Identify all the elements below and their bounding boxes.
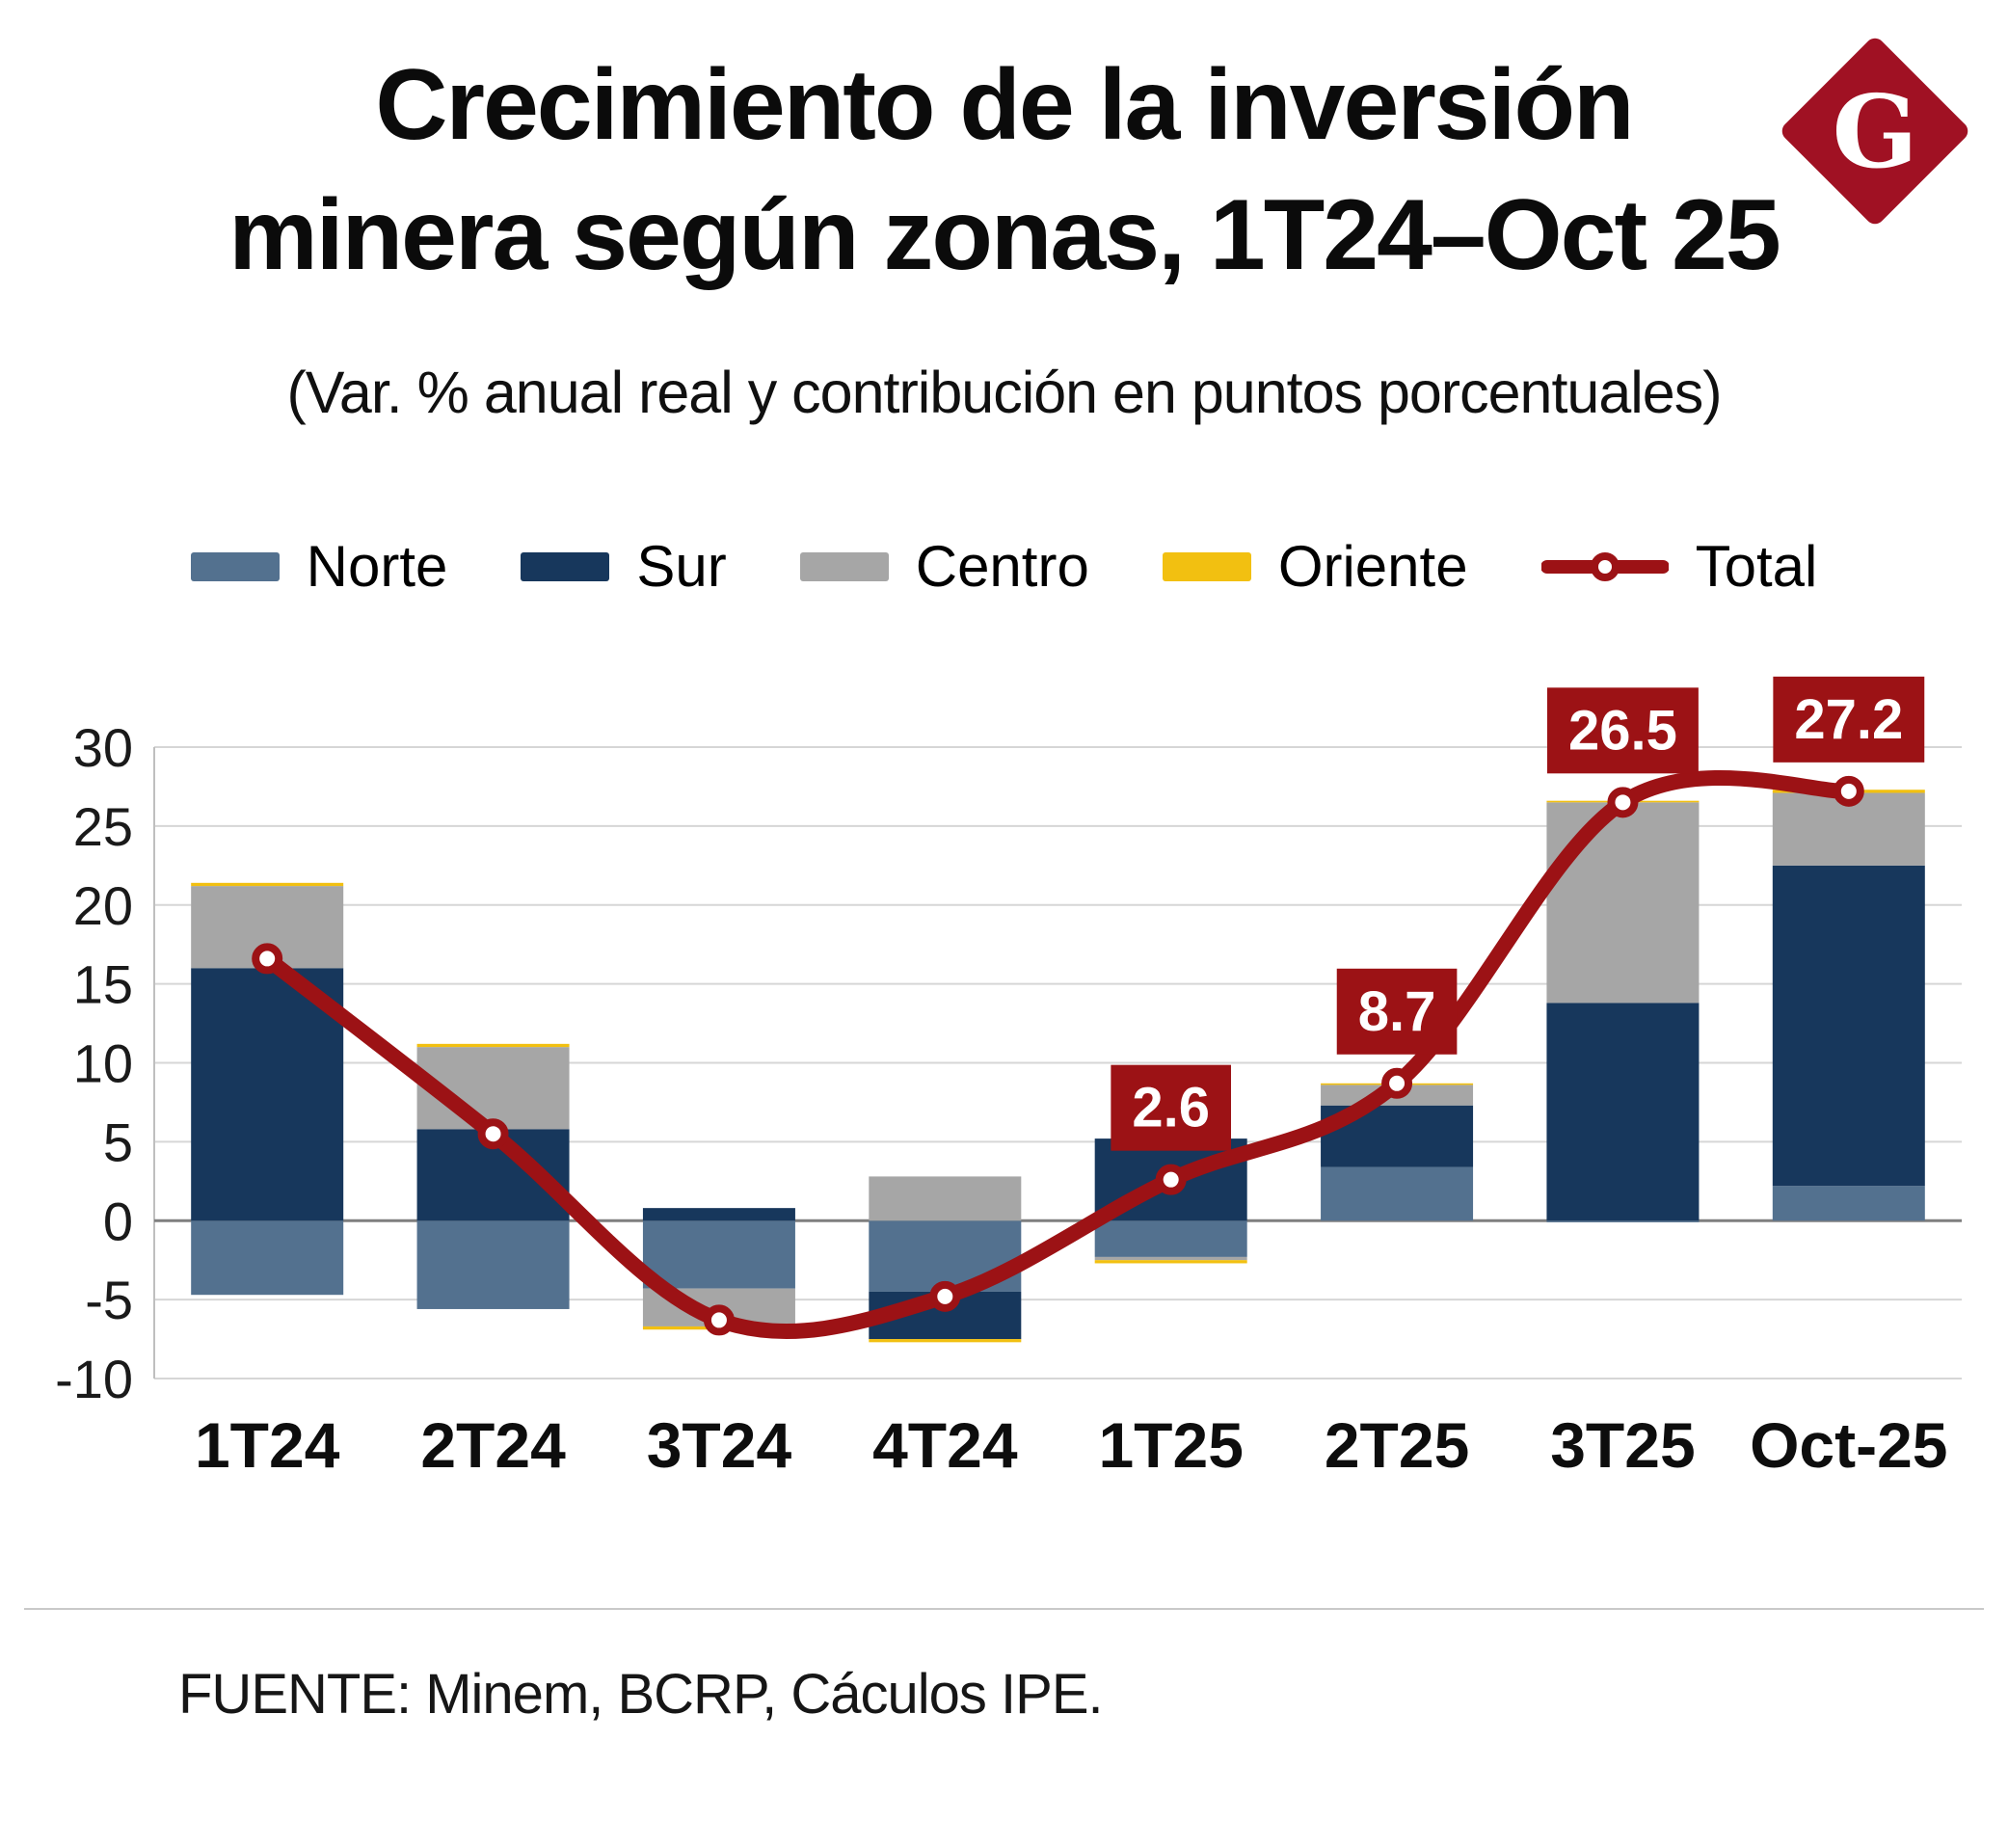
- legend-swatch-total: [1540, 551, 1669, 581]
- total-point-label-Oct-25: 27.2: [1794, 688, 1903, 751]
- x-axis-label-Oct-25: Oct-25: [1750, 1409, 1947, 1481]
- legend-swatch-oriente: [1162, 551, 1251, 581]
- bar-segment-sur-3T25: [1546, 1003, 1700, 1221]
- legend-swatch-sur: [521, 551, 610, 581]
- page-title: Crecimiento de la inversión minera según…: [0, 40, 2008, 301]
- legend-item-total: Total: [1540, 533, 1818, 600]
- y-tick-label-15: 15: [73, 954, 133, 1015]
- bar-segment-norte-2T24: [416, 1220, 570, 1309]
- legend-item-norte: Norte: [190, 533, 448, 600]
- chart-legend: Norte Sur Centro Oriente Total: [0, 533, 2008, 600]
- title-line-2: minera según zonas, 1T24–Oct 25: [228, 179, 1780, 292]
- bar-segment-centro-3T25: [1546, 802, 1700, 1004]
- y-tick-label-20: 20: [73, 875, 133, 936]
- legend-item-sur: Sur: [521, 533, 727, 600]
- legend-label-norte: Norte: [306, 534, 448, 599]
- total-point-label-box-2T25: [1336, 968, 1458, 1055]
- total-marker-2T25: [1381, 1067, 1413, 1099]
- bar-segment-oriente-1T24: [191, 882, 344, 887]
- bar-segment-centro-4T24: [869, 1176, 1022, 1221]
- source-note: FUENTE: Minem, BCRP, Cáculos IPE.: [178, 1663, 1104, 1726]
- x-axis-label-2T24: 2T24: [420, 1409, 566, 1481]
- brand-logo: G: [1777, 33, 1973, 229]
- y-tick-label--5: -5: [85, 1270, 133, 1330]
- chart-area: 30 25 20 15 10 5 0 -5 -10 2.6 8.7 26.5 27.2 1T24 2T24 3…: [0, 636, 2008, 1504]
- footer-divider: [24, 1608, 1984, 1610]
- bar-segment-norte-Oct-25: [1772, 1186, 1925, 1221]
- legend-label-oriente: Oriente: [1277, 534, 1468, 599]
- legend-item-centro: Centro: [799, 533, 1089, 600]
- total-marker-3T24: [703, 1304, 735, 1336]
- bar-segment-oriente-4T24: [869, 1339, 1022, 1343]
- legend-label-centro: Centro: [915, 534, 1089, 599]
- bar-segment-oriente-2T24: [416, 1043, 570, 1048]
- x-axis-label-3T24: 3T24: [647, 1409, 792, 1481]
- chart-svg: 30 25 20 15 10 5 0 -5 -10 2.6 8.7 26.5 27.2 1T24 2T24 3…: [55, 676, 1962, 1481]
- total-point-label-box-1T25: [1111, 1064, 1232, 1151]
- y-tick-label-10: 10: [73, 1033, 133, 1094]
- total-marker-Oct-25: [1833, 775, 1864, 807]
- y-tick-label-25: 25: [73, 796, 133, 857]
- legend-item-oriente: Oriente: [1162, 533, 1468, 600]
- x-axis-label-1T24: 1T24: [195, 1409, 340, 1481]
- total-marker-1T24: [252, 943, 283, 975]
- total-point-label-2T25: 8.7: [1358, 980, 1436, 1043]
- legend-label-sur: Sur: [636, 534, 727, 599]
- total-marker-4T24: [929, 1280, 961, 1312]
- bar-segment-sur-3T24: [642, 1208, 795, 1221]
- total-point-label-3T25: 26.5: [1568, 699, 1677, 762]
- title-line-1: Crecimiento de la inversión: [375, 49, 1634, 161]
- bar-segment-oriente-1T25: [1094, 1260, 1247, 1264]
- x-axis-label-4T24: 4T24: [872, 1409, 1018, 1481]
- total-marker-2T24: [477, 1118, 509, 1150]
- bar-segment-centro-1T25: [1094, 1256, 1247, 1261]
- bar-segment-norte-2T25: [1321, 1166, 1474, 1221]
- chart-subtitle: (Var. % anual real y contribución en pun…: [286, 360, 1722, 425]
- bar-segment-norte-1T25: [1094, 1220, 1247, 1257]
- x-axis-label-1T25: 1T25: [1098, 1409, 1243, 1481]
- bar-segment-sur-Oct-25: [1772, 865, 1925, 1187]
- total-marker-3T25: [1607, 787, 1639, 818]
- total-point-label-box-Oct-25: [1773, 676, 1925, 763]
- legend-swatch-centro: [799, 551, 889, 581]
- legend-label-total: Total: [1695, 534, 1818, 599]
- total-point-label-box-3T25: [1546, 687, 1699, 774]
- x-axis-label-3T25: 3T25: [1550, 1409, 1695, 1481]
- y-tick-label-30: 30: [73, 717, 133, 778]
- y-tick-label--10: -10: [55, 1349, 133, 1409]
- total-marker-1T25: [1155, 1164, 1187, 1195]
- bar-segment-sur-1T24: [191, 968, 344, 1221]
- y-tick-label-0: 0: [103, 1191, 133, 1251]
- bar-segment-norte-3T24: [642, 1220, 795, 1289]
- logo-letter: G: [1832, 71, 1918, 191]
- x-axis-label-2T25: 2T25: [1325, 1409, 1469, 1481]
- total-line: [259, 770, 1857, 1340]
- y-tick-label-5: 5: [103, 1111, 133, 1172]
- bar-segment-norte-1T24: [191, 1220, 344, 1296]
- legend-swatch-norte: [190, 551, 280, 581]
- total-point-label-1T25: 2.6: [1132, 1077, 1210, 1139]
- bar-segment-norte-3T25: [1546, 1220, 1700, 1222]
